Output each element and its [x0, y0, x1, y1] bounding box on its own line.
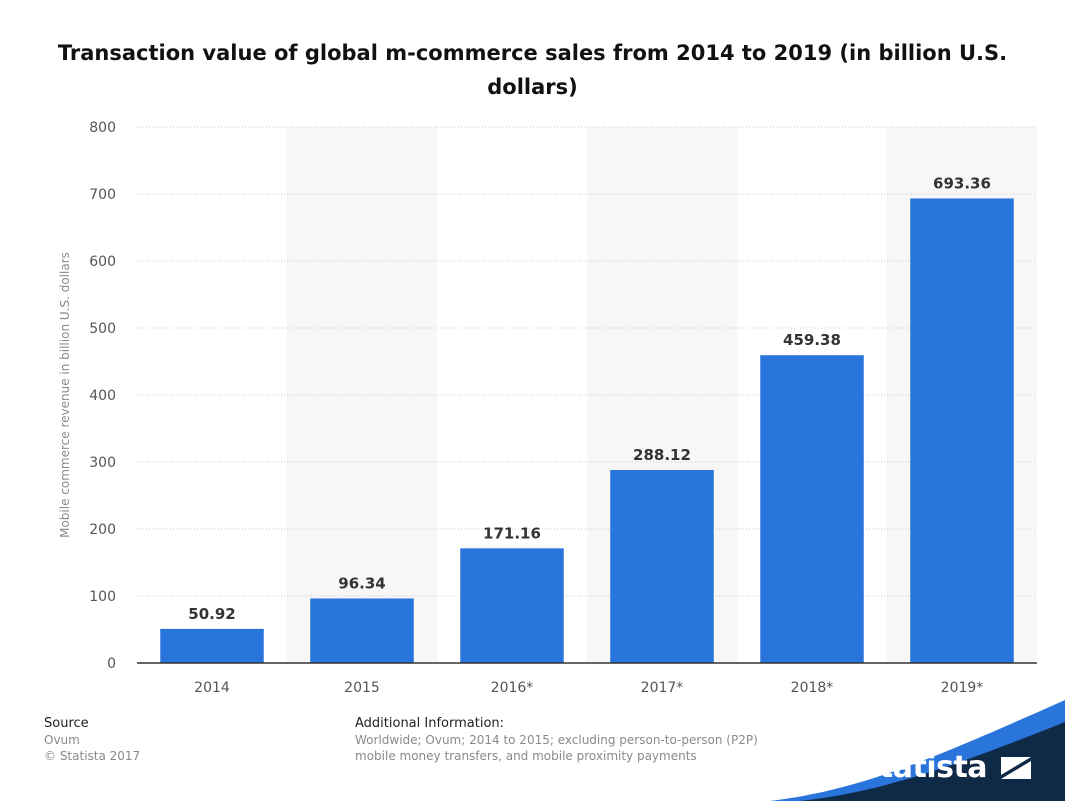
y-tick-label: 300 — [89, 455, 116, 471]
bar — [910, 198, 1014, 664]
y-tick-label: 400 — [89, 388, 116, 404]
statista-logo-icon — [1001, 752, 1031, 779]
copyright-line: © Statista 2017 — [44, 749, 141, 763]
x-tick-label: 2018* — [791, 680, 834, 696]
source-heading: Source — [44, 716, 89, 731]
source-line: Ovum — [44, 733, 80, 747]
y-tick-label: 200 — [89, 522, 116, 538]
bar — [460, 548, 564, 663]
additional-info-line: Worldwide; Ovum; 2014 to 2015; excluding… — [355, 733, 758, 747]
y-tick-label: 800 — [89, 120, 116, 136]
bar — [160, 628, 264, 663]
data-label: 288.12 — [633, 446, 691, 464]
bar — [760, 355, 864, 663]
y-axis-label: Mobile commerce revenue in billion U.S. … — [58, 252, 72, 538]
y-tick-label: 600 — [89, 254, 116, 270]
y-tick-label: 0 — [107, 656, 116, 672]
x-tick-label: 2017* — [641, 680, 684, 696]
additional-info-line: mobile money transfers, and mobile proxi… — [355, 749, 697, 763]
statista-logo-text: statista — [861, 750, 988, 785]
y-tick-label: 500 — [89, 321, 116, 337]
additional-info-block: Additional Information: Worldwide; Ovum;… — [355, 716, 835, 764]
data-label: 693.36 — [933, 174, 991, 192]
bar — [310, 598, 414, 663]
source-block: Source Ovum © Statista 2017 — [44, 716, 140, 764]
chart-title: Transaction value of global m-commerce s… — [57, 41, 1008, 99]
x-tick-label: 2014 — [194, 680, 230, 696]
data-label: 96.34 — [338, 574, 385, 592]
y-tick-label: 700 — [89, 187, 116, 203]
x-tick-label: 2016* — [491, 680, 534, 696]
statista-logo[interactable]: statista — [862, 750, 1031, 785]
data-label: 171.16 — [483, 524, 541, 542]
x-tick-label: 2019* — [941, 680, 984, 696]
data-label: 50.92 — [188, 605, 235, 623]
y-tick-label: 100 — [89, 589, 116, 605]
data-label: 459.38 — [783, 331, 841, 349]
bar — [610, 469, 714, 663]
additional-info-heading: Additional Information: — [355, 716, 505, 731]
x-tick-label: 2015 — [344, 680, 380, 696]
